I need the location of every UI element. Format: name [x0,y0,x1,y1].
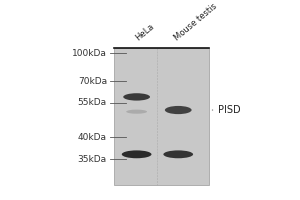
Text: PISD: PISD [212,105,241,115]
Text: 70kDa: 70kDa [78,77,107,86]
Text: 35kDa: 35kDa [78,155,107,164]
Ellipse shape [164,150,193,158]
Ellipse shape [123,93,150,101]
Ellipse shape [122,150,152,158]
Ellipse shape [126,110,147,114]
Text: 55kDa: 55kDa [78,98,107,107]
Text: Mouse testis: Mouse testis [172,2,219,43]
FancyBboxPatch shape [114,48,209,185]
Text: 100kDa: 100kDa [72,49,107,58]
Text: 40kDa: 40kDa [78,133,107,142]
Text: HeLa: HeLa [134,22,156,43]
Ellipse shape [165,106,192,114]
